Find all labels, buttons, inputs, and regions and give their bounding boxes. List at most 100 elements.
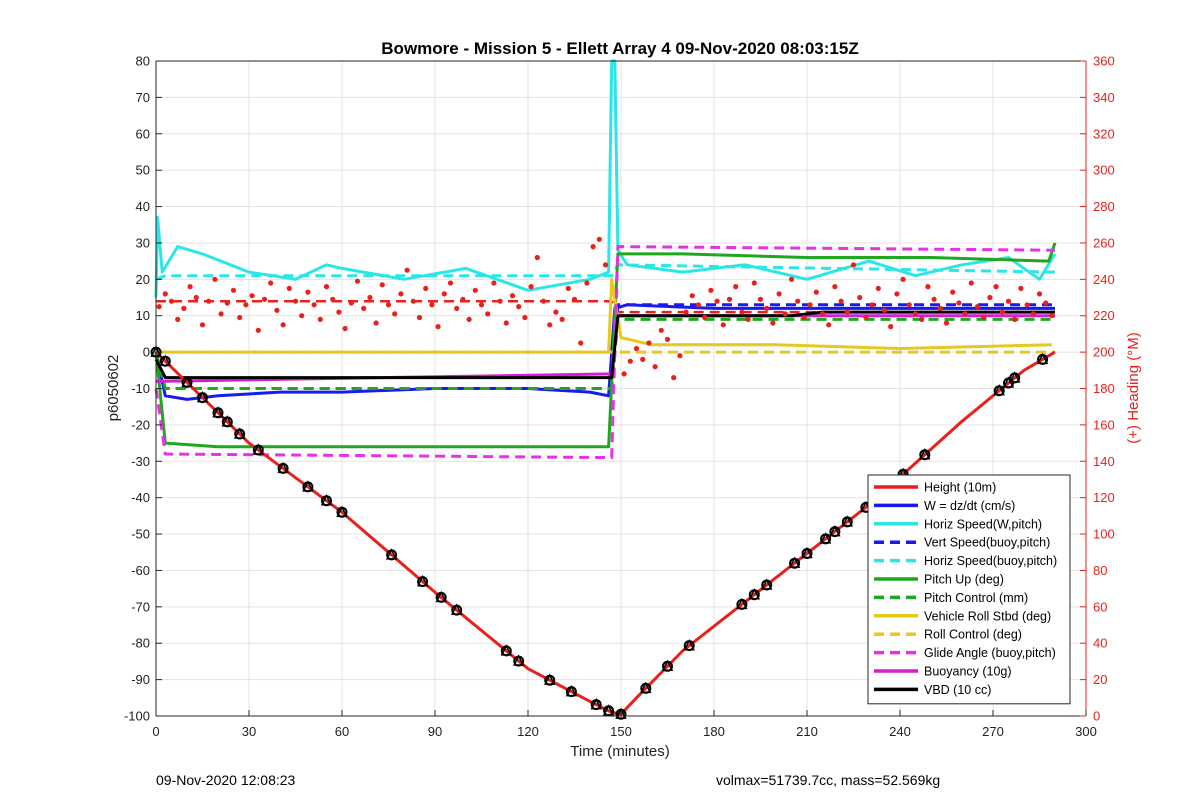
heading-point-54 bbox=[491, 280, 497, 286]
heading-point-84 bbox=[689, 293, 695, 299]
heading-point-60 bbox=[528, 284, 534, 290]
height-marker-triangle-4 bbox=[212, 406, 224, 418]
heading-point-90 bbox=[726, 296, 733, 302]
heading-point-70 bbox=[590, 244, 596, 250]
heading-point-68 bbox=[578, 340, 584, 346]
height-marker-triangle-25 bbox=[683, 638, 695, 651]
heading-point-5 bbox=[187, 284, 193, 290]
y2-tick-label-14: 280 bbox=[1093, 199, 1115, 214]
x-tick-label-5: 150 bbox=[610, 724, 632, 739]
heading-point-124 bbox=[937, 305, 943, 311]
y-tick-label-14: 40 bbox=[136, 199, 150, 214]
heading-point-18 bbox=[268, 280, 274, 286]
y2-axis-label: (+) Heading (°M) bbox=[1125, 332, 1142, 443]
y2-tick-label-8: 160 bbox=[1093, 417, 1115, 432]
y-axis-label: p6050602 bbox=[105, 355, 122, 422]
heading-point-26 bbox=[317, 316, 323, 322]
heading-point-87 bbox=[708, 287, 714, 293]
y2-tick-label-11: 220 bbox=[1093, 308, 1115, 323]
heading-point-21 bbox=[286, 285, 292, 291]
legend-label-0: Height (10m) bbox=[924, 481, 996, 495]
heading-point-3 bbox=[175, 316, 181, 322]
heading-point-22 bbox=[292, 298, 299, 304]
heading-point-7 bbox=[199, 322, 206, 328]
heading-point-133 bbox=[993, 284, 999, 290]
heading-point-75 bbox=[633, 345, 640, 352]
heading-point-20 bbox=[280, 322, 286, 328]
y2-tick-label-1: 20 bbox=[1093, 672, 1107, 687]
y-tick-label-2: -80 bbox=[131, 636, 150, 651]
x-tick-label-2: 60 bbox=[335, 724, 349, 739]
heading-point-27 bbox=[323, 284, 330, 290]
series-line-4 bbox=[155, 263, 1056, 281]
y-tick-label-9: -10 bbox=[131, 381, 150, 396]
height-marker-triangle-33 bbox=[841, 515, 854, 527]
heading-point-105 bbox=[819, 311, 826, 317]
series-line-9 bbox=[154, 245, 1056, 460]
heading-point-76 bbox=[640, 356, 646, 362]
height-marker-triangle-37 bbox=[993, 384, 1005, 396]
heading-point-24 bbox=[305, 289, 311, 295]
heading-point-97 bbox=[770, 320, 776, 326]
heading-point-137 bbox=[1018, 285, 1024, 291]
heading-point-99 bbox=[782, 311, 788, 317]
heading-point-115 bbox=[881, 307, 888, 313]
heading-point-107 bbox=[832, 284, 838, 290]
heading-point-91 bbox=[733, 284, 739, 290]
heading-point-93 bbox=[745, 316, 751, 322]
heading-point-142 bbox=[1049, 313, 1055, 319]
heading-point-16 bbox=[255, 327, 261, 333]
x-tick-label-9: 270 bbox=[982, 724, 1004, 739]
legend-label-3: Vert Speed(buoy,pitch) bbox=[924, 536, 1050, 550]
heading-point-135 bbox=[1005, 298, 1012, 304]
y-tick-label-8: -20 bbox=[131, 417, 150, 432]
heading-point-80 bbox=[664, 336, 671, 342]
height-marker-triangle-5 bbox=[221, 415, 234, 427]
series-line-6 bbox=[154, 317, 1055, 390]
y-tick-label-4: -60 bbox=[131, 563, 150, 578]
heading-point-41 bbox=[410, 298, 416, 304]
height-marker-triangle-28 bbox=[760, 578, 773, 590]
heading-point-15 bbox=[249, 293, 255, 299]
heading-point-33 bbox=[361, 305, 367, 311]
heading-point-77 bbox=[646, 340, 652, 346]
height-marker-triangle-20 bbox=[590, 697, 602, 710]
height-marker-triangle-13 bbox=[416, 574, 429, 587]
heading-point-43 bbox=[423, 285, 429, 291]
heading-point-48 bbox=[454, 305, 460, 311]
heading-point-112 bbox=[863, 314, 869, 321]
heading-point-56 bbox=[503, 320, 509, 326]
heading-point-0 bbox=[156, 304, 162, 310]
heading-point-94 bbox=[751, 280, 757, 286]
height-marker-triangle-19 bbox=[565, 684, 578, 697]
heading-point-10 bbox=[218, 311, 224, 317]
height-marker-triangle-29 bbox=[788, 556, 801, 568]
heading-point-89 bbox=[720, 322, 726, 328]
x-tick-label-4: 120 bbox=[517, 724, 539, 739]
footer-timestamp: 09-Nov-2020 12:08:23 bbox=[156, 772, 296, 788]
heading-point-13 bbox=[237, 314, 243, 321]
height-marker-triangle-18 bbox=[543, 673, 556, 685]
series-line-2 bbox=[154, 59, 1057, 298]
heading-point-37 bbox=[385, 302, 392, 308]
heading-point-111 bbox=[857, 294, 863, 301]
height-marker-triangle-22 bbox=[615, 707, 627, 719]
heading-point-1 bbox=[162, 291, 168, 297]
legend-label-7: Vehicle Roll Stbd (deg) bbox=[924, 609, 1051, 623]
heading-point-45 bbox=[435, 324, 441, 330]
height-marker-triangle-39 bbox=[1008, 371, 1021, 383]
height-marker-triangle-7 bbox=[252, 443, 265, 455]
heading-point-117 bbox=[894, 291, 900, 297]
height-marker-triangle-6 bbox=[233, 427, 246, 439]
heading-point-126 bbox=[950, 289, 956, 295]
legend-label-1: W = dz/dt (cm/s) bbox=[924, 499, 1015, 513]
height-marker-triangle-11 bbox=[336, 505, 348, 517]
height-marker-triangle-8 bbox=[277, 461, 289, 474]
height-marker-triangle-27 bbox=[748, 588, 761, 600]
series-line-5 bbox=[154, 242, 1057, 449]
heading-point-57 bbox=[509, 293, 516, 299]
legend-label-9: Glide Angle (buoy,pitch) bbox=[924, 646, 1056, 660]
heading-point-86 bbox=[702, 314, 708, 321]
y-tick-label-3: -70 bbox=[131, 599, 150, 614]
